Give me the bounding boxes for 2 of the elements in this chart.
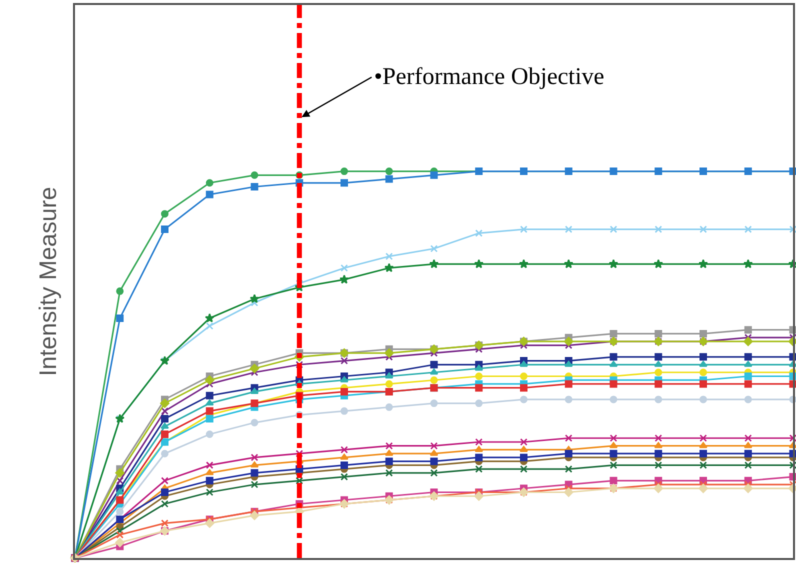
y-axis-title: Intensity Measure bbox=[34, 186, 62, 376]
text: •Performance Objective bbox=[374, 64, 604, 90]
